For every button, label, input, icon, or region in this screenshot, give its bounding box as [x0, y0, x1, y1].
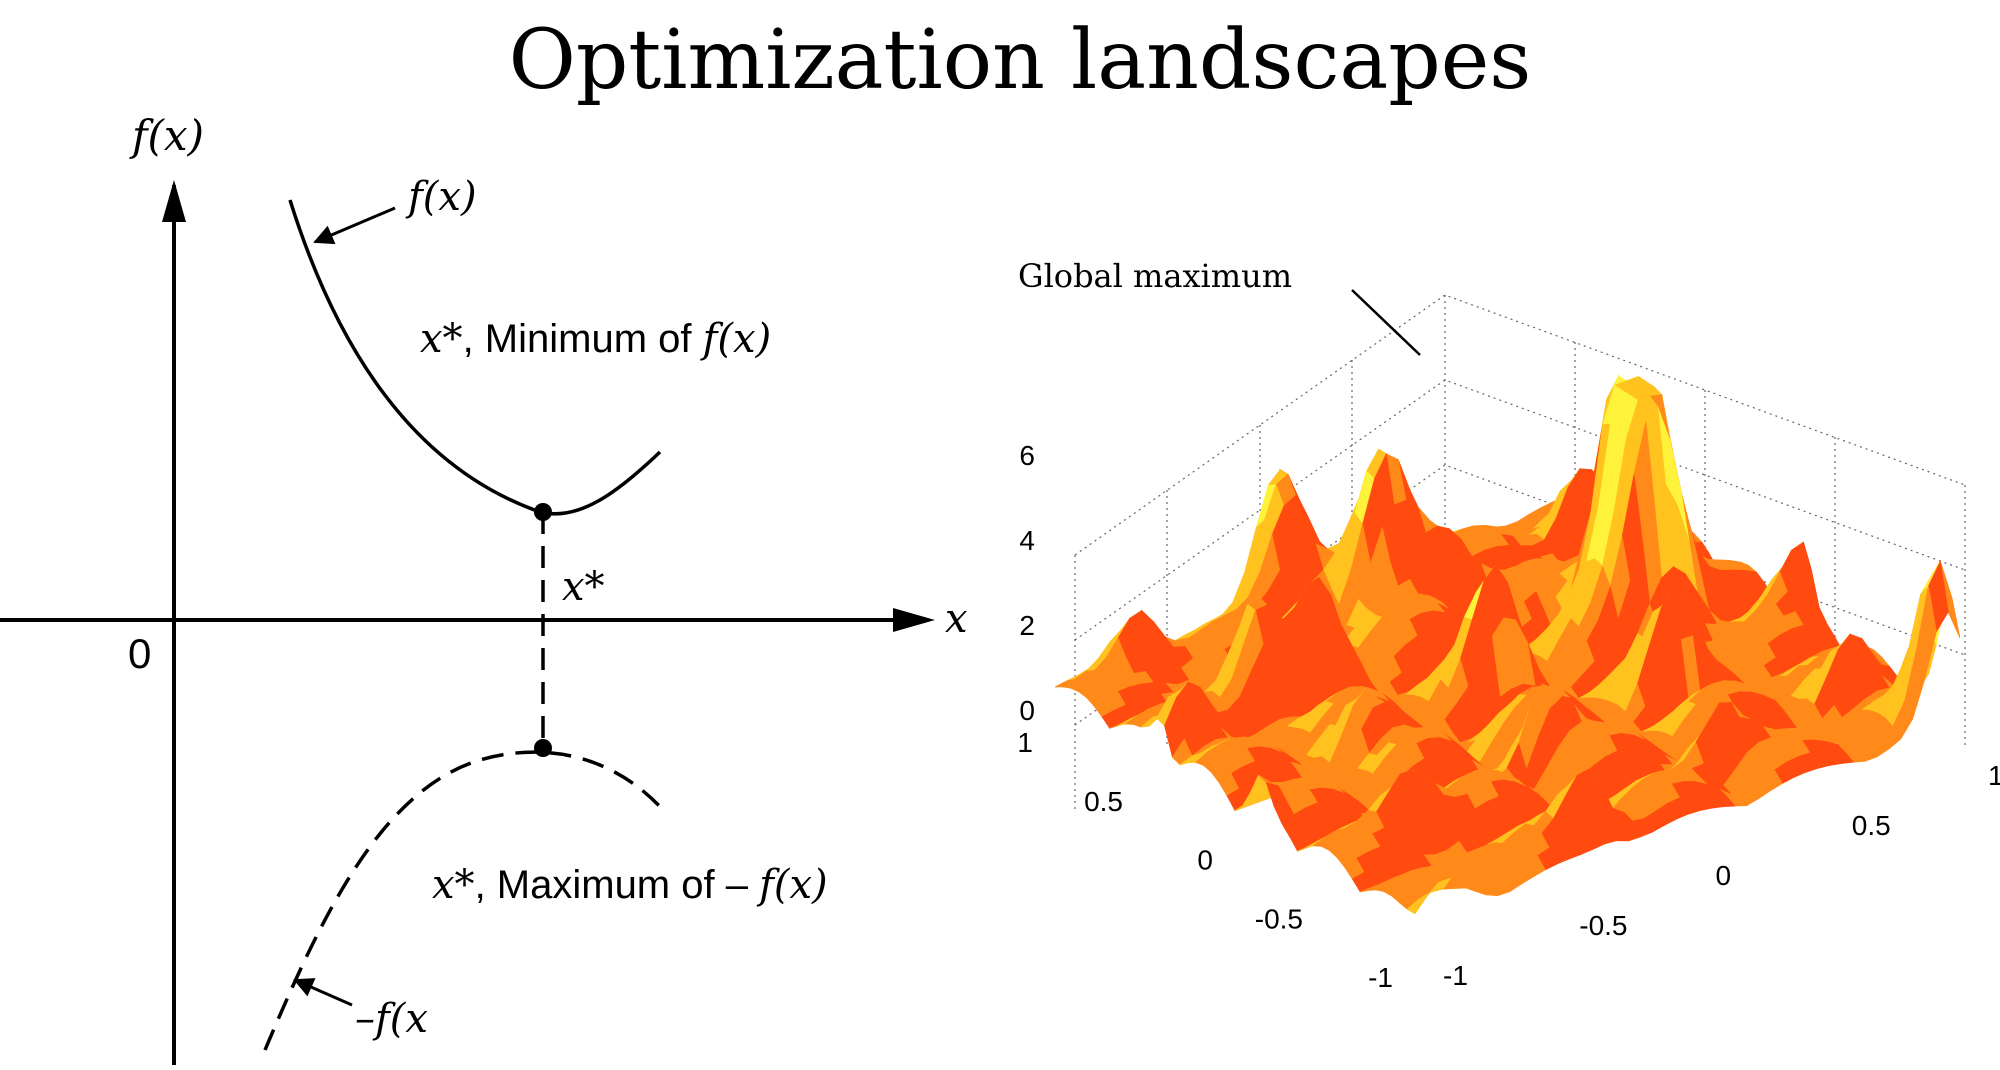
surface-mesh	[1054, 374, 1961, 915]
xstar-label: x*	[562, 564, 605, 610]
origin-label: 0	[128, 630, 151, 677]
y-axis-label: f(x)	[129, 111, 204, 160]
left-axis-ticks: 1 0.5 0 -0.5 -1	[1017, 727, 1393, 993]
left-axis-tick-label: -1	[1368, 962, 1393, 993]
maximum-point	[534, 739, 552, 757]
neg-fx-label-arrow	[293, 978, 353, 1007]
minimum-label: x*, Minimum of f(x)	[420, 316, 771, 362]
left-diagram: f(x) x 0 f(x) x*, Minimum of f(x) x* x*,…	[0, 111, 968, 1065]
page-title: Optimization landscapes	[509, 13, 1532, 108]
global-maximum-label: Global maximum	[1018, 257, 1292, 295]
maximum-label: x*, Maximum of – f(x)	[432, 862, 828, 908]
neg-fx-curve-label: –f(x	[355, 996, 428, 1042]
fx-curve	[288, 199, 662, 516]
z-tick-label: 0	[1019, 695, 1035, 726]
z-tick-label: 4	[1019, 525, 1035, 556]
right-axis-tick-label: -0.5	[1579, 910, 1627, 941]
right-axis-tick-label: 0	[1716, 860, 1732, 891]
fx-curve-label: f(x)	[405, 174, 477, 220]
minimum-point	[534, 503, 552, 521]
y-axis-arrowhead	[162, 180, 186, 222]
fx-label-arrow	[313, 206, 396, 245]
neg-fx-curve	[263, 750, 667, 1051]
x-axis-arrowhead	[893, 608, 935, 632]
left-axis-tick-label: 0	[1197, 845, 1213, 876]
right-axis-tick-label: 0.5	[1852, 810, 1891, 841]
left-axis-tick-label: -0.5	[1255, 903, 1303, 934]
left-axis-tick-label: 0.5	[1084, 786, 1123, 817]
left-axis-tick-label: 1	[1017, 727, 1033, 758]
z-tick-label: 2	[1019, 610, 1035, 641]
right-axis-tick-label: -1	[1443, 960, 1468, 991]
z-tick-label: 6	[1019, 440, 1035, 471]
right-axis-tick-label: 1	[1988, 760, 2000, 791]
right-axis-ticks: -1 -0.5 0 0.5 1	[1443, 760, 2000, 991]
z-axis-ticks: 0 2 4 6	[1019, 440, 1035, 726]
global-maximum-pointer	[1351, 289, 1421, 356]
x-axis-label: x	[945, 596, 968, 642]
surface-patch	[1406, 895, 1428, 915]
